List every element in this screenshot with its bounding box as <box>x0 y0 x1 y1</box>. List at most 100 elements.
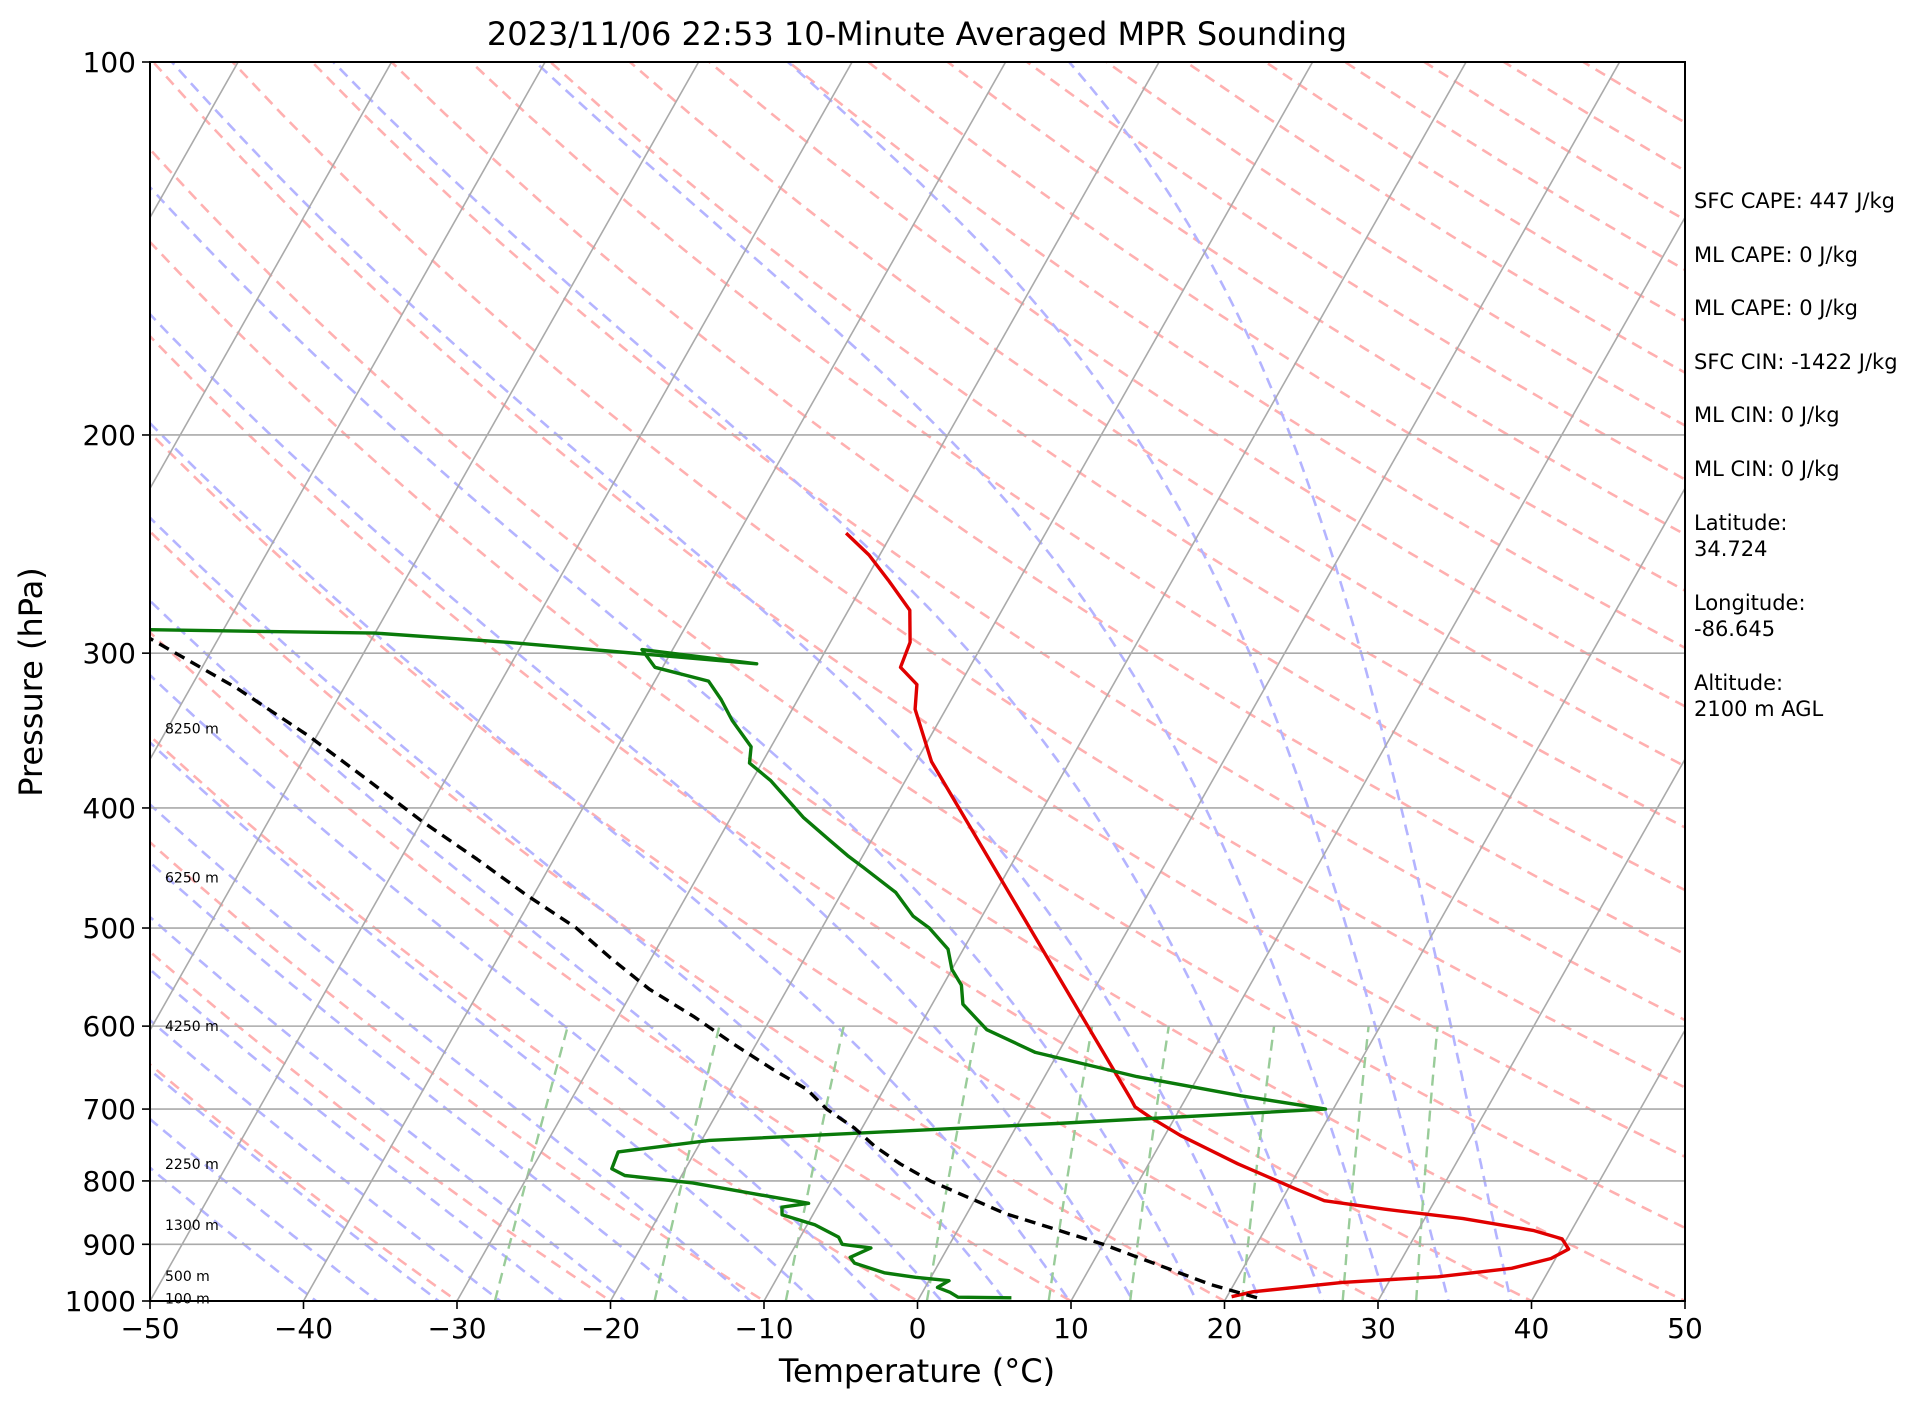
isotherm <box>1223 486 1685 1301</box>
dry-adiabat <box>708 62 1685 708</box>
moist-adiabat <box>150 673 880 1301</box>
ml-cin-text-2: ML CIN: 0 J/kg <box>1694 457 1840 481</box>
ml-cape-text: ML CAPE: 0 J/kg <box>1694 243 1858 267</box>
dry-adiabat <box>150 334 1535 1301</box>
sounding-series <box>150 531 1571 1300</box>
mixing-ratio-line <box>925 1025 979 1301</box>
moist-adiabat <box>787 62 1450 1301</box>
mixing-ratio-line <box>1415 1025 1439 1301</box>
moist-adiabat <box>534 62 1388 1301</box>
height-label: 4250 m <box>165 1019 219 1035</box>
y-tick-label: 200 <box>83 419 136 452</box>
dry-adiabat <box>150 1062 460 1301</box>
isotherm <box>150 62 700 1032</box>
mixing-ratio-line <box>1047 1025 1094 1301</box>
y-tick-label: 500 <box>83 912 136 945</box>
dewpoint-profile <box>150 628 1328 1300</box>
mixing-ratio-line <box>784 1025 845 1301</box>
y-axis-label: Pressure (hPa) <box>12 567 50 797</box>
x-tick-label: 20 <box>1207 1312 1243 1345</box>
altitude-value: 2100 m AGL <box>1694 697 1824 721</box>
height-label: 8250 m <box>165 721 219 737</box>
dry-adiabat <box>152 62 1685 1159</box>
x-tick-label: 40 <box>1514 1312 1550 1345</box>
dry-adiabat <box>150 529 1228 1301</box>
x-tick-label: −50 <box>120 1312 179 1345</box>
moist-adiabat <box>170 62 1262 1301</box>
moist-adiabat <box>150 185 1199 1301</box>
dry-adiabat <box>867 62 1685 593</box>
dry-adiabat <box>390 62 1685 956</box>
moist-adiabat <box>150 740 816 1301</box>
x-axis-ticks: −50 −40 −30 −20 −10 0 10 20 30 40 50 <box>120 1301 1703 1345</box>
sfc-cin-text: SFC CIN: -1422 J/kg <box>1694 350 1898 374</box>
dry-adiabat <box>150 431 1381 1301</box>
x-tick-label: 30 <box>1360 1312 1396 1345</box>
height-labels: 8250 m 6250 m 4250 m 2250 m 1300 m 500 m 100 m <box>165 721 219 1307</box>
ml-cape-text-2: ML CAPE: 0 J/kg <box>1694 296 1858 320</box>
isotherm <box>1070 215 1685 1301</box>
dry-adiabat <box>311 62 1685 1022</box>
isotherm <box>763 62 1468 1301</box>
y-tick-label: 1000 <box>65 1285 136 1318</box>
moist-adiabat <box>150 599 944 1301</box>
isotherm <box>609 62 1314 1301</box>
altitude-label: Altitude: <box>1694 671 1783 695</box>
y-tick-label: 600 <box>83 1010 136 1043</box>
mixing-ratio-line <box>493 1025 569 1301</box>
longitude-value: -86.645 <box>1694 617 1775 641</box>
x-axis-label: Temperature (°C) <box>778 1352 1055 1390</box>
moist-adiabat <box>332 62 1325 1301</box>
chart-title: 2023/11/06 22:53 10-Minute Averaged MPR … <box>487 15 1347 53</box>
sfc-cape-text: SFC CAPE: 447 J/kg <box>1694 189 1895 213</box>
x-tick-label: 0 <box>909 1312 927 1345</box>
isotherm <box>150 62 393 490</box>
x-tick-label: −10 <box>734 1312 793 1345</box>
mixing-ratio-line <box>1341 1025 1370 1301</box>
x-tick-label: 10 <box>1053 1312 1089 1345</box>
moist-adiabat <box>150 421 1071 1301</box>
height-label: 2250 m <box>165 1157 219 1173</box>
moist-adiabat <box>1068 62 1513 1301</box>
moist-adiabat <box>150 802 753 1301</box>
latitude-value: 34.724 <box>1694 537 1767 561</box>
height-label: 100 m <box>165 1291 210 1307</box>
dry-adiabat <box>549 62 1685 829</box>
parcel-path <box>150 636 1258 1300</box>
info-panel: SFC CAPE: 447 J/kg ML CAPE: 0 J/kg ML CA… <box>1694 189 1898 721</box>
height-label: 1300 m <box>165 1218 219 1234</box>
isotherm <box>1530 1028 1685 1301</box>
dry-adiabat <box>150 147 1685 1230</box>
moist-adiabat <box>150 1068 441 1301</box>
y-tick-label: 900 <box>83 1228 136 1261</box>
isotherm <box>150 62 547 761</box>
dry-adiabat <box>470 62 1685 892</box>
x-tick-label: −40 <box>274 1312 333 1345</box>
y-tick-label: 300 <box>83 637 136 670</box>
moist-adiabat <box>150 312 1135 1301</box>
isotherm <box>150 62 854 1301</box>
moist-adiabat <box>150 515 1008 1301</box>
y-tick-label: 800 <box>83 1165 136 1198</box>
isotherm <box>302 62 1007 1301</box>
latitude-label: Latitude: <box>1694 511 1788 535</box>
x-tick-label: −30 <box>427 1312 486 1345</box>
height-label: 500 m <box>165 1269 210 1285</box>
y-axis-ticks: 100 200 300 400 500 600 700 800 900 1000 <box>65 46 150 1318</box>
x-tick-label: −20 <box>581 1312 640 1345</box>
ml-cin-text: ML CIN: 0 J/kg <box>1694 403 1840 427</box>
y-tick-label: 700 <box>83 1093 136 1126</box>
isotherm <box>456 62 1161 1301</box>
isotherm <box>1377 757 1685 1301</box>
height-label: 6250 m <box>165 870 219 886</box>
y-tick-label: 400 <box>83 792 136 825</box>
dry-adiabat <box>231 62 1685 1089</box>
longitude-label: Longitude: <box>1694 591 1806 615</box>
dry-adiabat <box>150 949 613 1301</box>
x-tick-label: 50 <box>1667 1312 1703 1345</box>
temperature-profile <box>844 531 1571 1299</box>
mixing-ratio-line <box>653 1025 721 1301</box>
y-tick-label: 100 <box>83 46 136 79</box>
